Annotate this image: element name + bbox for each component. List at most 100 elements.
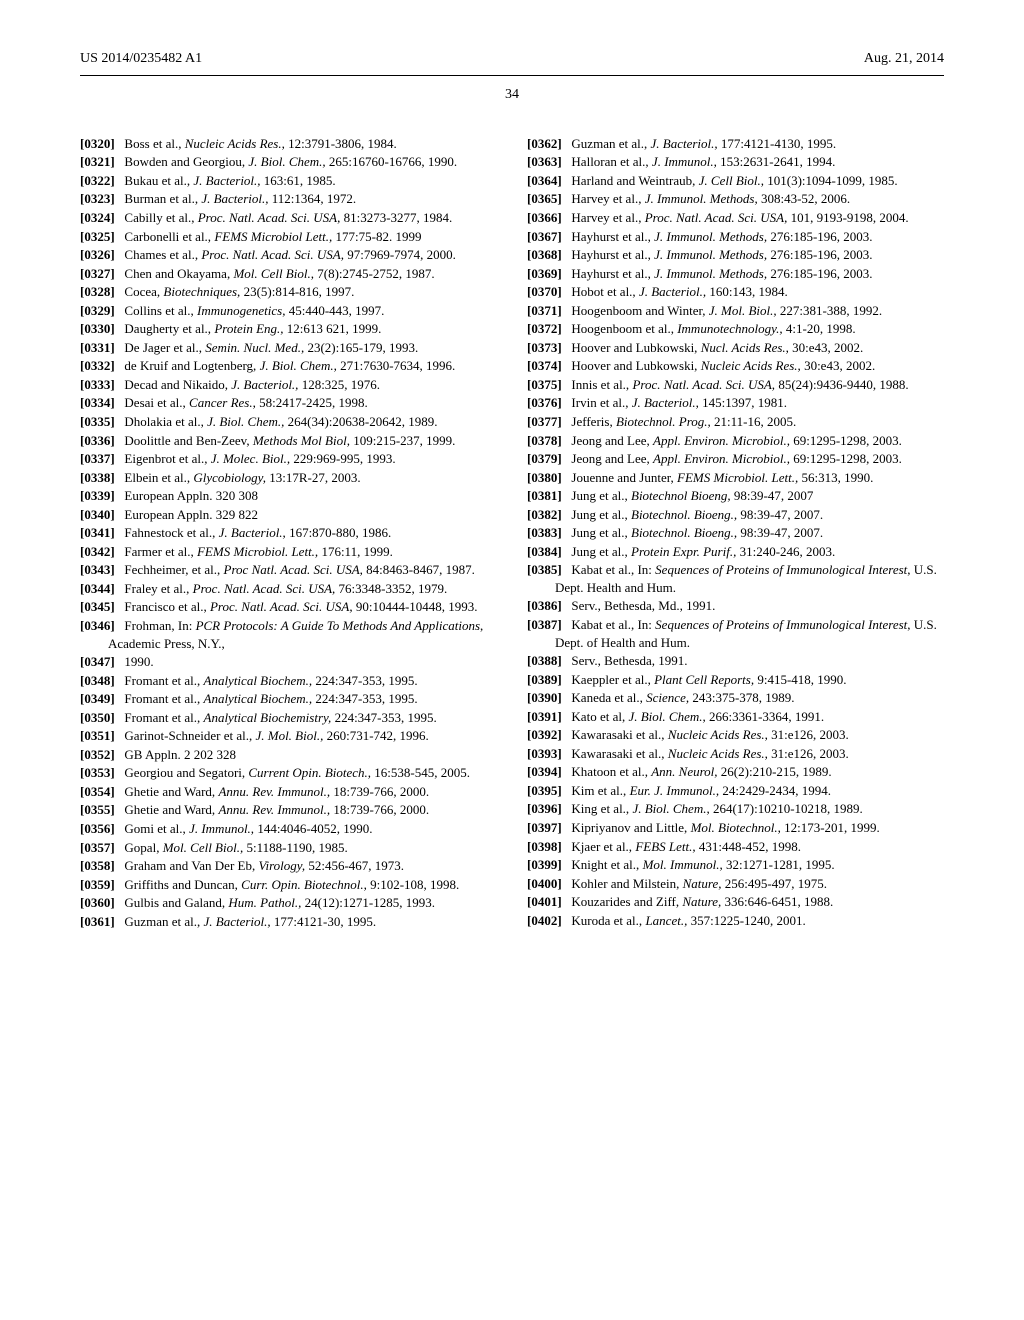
reference-entry: [0402] Kuroda et al., Lancet., 357:1225-… — [527, 912, 944, 930]
reference-text: Daugherty et al., Protein Eng., 12:613 6… — [124, 321, 381, 336]
reference-entry: [0335] Dholakia et al., J. Biol. Chem., … — [80, 413, 497, 431]
reference-number: [0353] — [80, 765, 115, 780]
reference-entry: [0327] Chen and Okayama, Mol. Cell Biol.… — [80, 265, 497, 283]
reference-number: [0360] — [80, 895, 115, 910]
reference-entry: [0381] Jung et al., Biotechnol Bioeng, 9… — [527, 487, 944, 505]
reference-text: Harland and Weintraub, J. Cell Biol., 10… — [571, 173, 897, 188]
reference-text: Jung et al., Protein Expr. Purif., 31:24… — [571, 544, 835, 559]
reference-number: [0321] — [80, 154, 115, 169]
reference-text: De Jager et al., Semin. Nucl. Med., 23(2… — [124, 340, 418, 355]
reference-text: Eigenbrot et al., J. Molec. Biol., 229:9… — [124, 451, 395, 466]
reference-number: [0393] — [527, 746, 562, 761]
reference-number: [0395] — [527, 783, 562, 798]
reference-entry: [0364] Harland and Weintraub, J. Cell Bi… — [527, 172, 944, 190]
reference-entry: [0366] Harvey et al., Proc. Natl. Acad. … — [527, 209, 944, 227]
reference-entry: [0401] Kouzarides and Ziff, Nature, 336:… — [527, 893, 944, 911]
reference-entry: [0393] Kawarasaki et al., Nucleic Acids … — [527, 745, 944, 763]
reference-text: Irvin et al., J. Bacteriol., 145:1397, 1… — [571, 395, 787, 410]
reference-number: [0349] — [80, 691, 115, 706]
reference-number: [0345] — [80, 599, 115, 614]
reference-number: [0344] — [80, 581, 115, 596]
reference-text: Jeong and Lee, Appl. Environ. Microbiol.… — [571, 451, 902, 466]
reference-number: [0378] — [527, 433, 562, 448]
reference-entry: [0348] Fromant et al., Analytical Bioche… — [80, 672, 497, 690]
reference-number: [0367] — [527, 229, 562, 244]
reference-text: Cocea, Biotechniques, 23(5):814-816, 199… — [124, 284, 354, 299]
reference-number: [0354] — [80, 784, 115, 799]
reference-number: [0339] — [80, 488, 115, 503]
reference-text: Chames et al., Proc. Natl. Acad. Sci. US… — [124, 247, 455, 262]
reference-number: [0335] — [80, 414, 115, 429]
reference-text: Kjaer et al., FEBS Lett., 431:448-452, 1… — [571, 839, 801, 854]
reference-number: [0366] — [527, 210, 562, 225]
reference-number: [0369] — [527, 266, 562, 281]
reference-entry: [0359] Griffiths and Duncan, Curr. Opin.… — [80, 876, 497, 894]
reference-entry: [0370] Hobot et al., J. Bacteriol., 160:… — [527, 283, 944, 301]
reference-text: Fahnestock et al., J. Bacteriol., 167:87… — [124, 525, 391, 540]
reference-number: [0385] — [527, 562, 562, 577]
reference-entry: [0379] Jeong and Lee, Appl. Environ. Mic… — [527, 450, 944, 468]
reference-entry: [0347] 1990. — [80, 653, 497, 671]
reference-entry: [0324] Cabilly et al., Proc. Natl. Acad.… — [80, 209, 497, 227]
reference-text: Jouenne and Junter, FEMS Microbiol. Lett… — [571, 470, 873, 485]
reference-text: Hayhurst et al., J. Immunol. Methods, 27… — [571, 266, 872, 281]
reference-text: Jung et al., Biotechnol. Bioeng., 98:39-… — [571, 507, 823, 522]
reference-number: [0327] — [80, 266, 115, 281]
reference-entry: [0377] Jefferis, Biotechnol. Prog., 21:1… — [527, 413, 944, 431]
reference-entry: [0361] Guzman et al., J. Bacteriol., 177… — [80, 913, 497, 931]
reference-entry: [0375] Innis et al., Proc. Natl. Acad. S… — [527, 376, 944, 394]
reference-entry: [0350] Fromant et al., Analytical Bioche… — [80, 709, 497, 727]
reference-number: [0389] — [527, 672, 562, 687]
reference-entry: [0368] Hayhurst et al., J. Immunol. Meth… — [527, 246, 944, 264]
reference-text: Jefferis, Biotechnol. Prog., 21:11-16, 2… — [571, 414, 796, 429]
reference-number: [0351] — [80, 728, 115, 743]
reference-number: [0355] — [80, 802, 115, 817]
reference-entry: [0397] Kipriyanov and Little, Mol. Biote… — [527, 819, 944, 837]
reference-entry: [0374] Hoover and Lubkowski, Nucleic Aci… — [527, 357, 944, 375]
reference-entry: [0385] Kabat et al., In: Sequences of Pr… — [527, 561, 944, 596]
reference-text: Serv., Bethesda, Md., 1991. — [571, 598, 715, 613]
reference-entry: [0352] GB Appln. 2 202 328 — [80, 746, 497, 764]
reference-number: [0341] — [80, 525, 115, 540]
reference-number: [0324] — [80, 210, 115, 225]
reference-entry: [0392] Kawarasaki et al., Nucleic Acids … — [527, 726, 944, 744]
reference-number: [0356] — [80, 821, 115, 836]
reference-number: [0332] — [80, 358, 115, 373]
reference-text: Graham and Van Der Eb, Virology, 52:456-… — [124, 858, 404, 873]
reference-number: [0347] — [80, 654, 115, 669]
reference-number: [0375] — [527, 377, 562, 392]
reference-entry: [0337] Eigenbrot et al., J. Molec. Biol.… — [80, 450, 497, 468]
reference-entry: [0355] Ghetie and Ward, Annu. Rev. Immun… — [80, 801, 497, 819]
reference-number: [0397] — [527, 820, 562, 835]
reference-entry: [0372] Hoogenboom et al., Immunotechnolo… — [527, 320, 944, 338]
reference-text: Jung et al., Biotechnol Bioeng, 98:39-47… — [571, 488, 813, 503]
reference-text: Desai et al., Cancer Res., 58:2417-2425,… — [124, 395, 367, 410]
reference-entry: [0394] Khatoon et al., Ann. Neurol, 26(2… — [527, 763, 944, 781]
reference-entry: [0339] European Appln. 320 308 — [80, 487, 497, 505]
reference-text: Collins et al., Immunogenetics, 45:440-4… — [124, 303, 384, 318]
reference-text: Hoogenboom and Winter, J. Mol. Biol., 22… — [571, 303, 882, 318]
reference-number: [0379] — [527, 451, 562, 466]
reference-entry: [0369] Hayhurst et al., J. Immunol. Meth… — [527, 265, 944, 283]
reference-entry: [0346] Frohman, In: PCR Protocols: A Gui… — [80, 617, 497, 652]
reference-text: Francisco et al., Proc. Natl. Acad. Sci.… — [124, 599, 477, 614]
reference-text: Fromant et al., Analytical Biochem., 224… — [124, 691, 417, 706]
reference-number: [0338] — [80, 470, 115, 485]
reference-text: Bowden and Georgiou, J. Biol. Chem., 265… — [124, 154, 457, 169]
reference-text: Chen and Okayama, Mol. Cell Biol., 7(8):… — [124, 266, 434, 281]
reference-number: [0336] — [80, 433, 115, 448]
reference-text: Innis et al., Proc. Natl. Acad. Sci. USA… — [571, 377, 908, 392]
reference-text: Serv., Bethesda, 1991. — [571, 653, 687, 668]
reference-text: Kaneda et al., Science, 243:375-378, 198… — [571, 690, 794, 705]
page-number: 34 — [80, 86, 944, 105]
reference-entry: [0340] European Appln. 329 822 — [80, 506, 497, 524]
reference-number: [0363] — [527, 154, 562, 169]
reference-entry: [0332] de Kruif and Logtenberg, J. Biol.… — [80, 357, 497, 375]
reference-entry: [0395] Kim et al., Eur. J. Immunol., 24:… — [527, 782, 944, 800]
reference-text: Decad and Nikaido, J. Bacteriol., 128:32… — [124, 377, 380, 392]
reference-number: [0373] — [527, 340, 562, 355]
reference-entry: [0399] Knight et al., Mol. Immunol., 32:… — [527, 856, 944, 874]
reference-text: Guzman et al., J. Bacteriol., 177:4121-3… — [124, 914, 376, 929]
reference-number: [0401] — [527, 894, 562, 909]
reference-text: Hoover and Lubkowski, Nucleic Acids Res.… — [571, 358, 875, 373]
